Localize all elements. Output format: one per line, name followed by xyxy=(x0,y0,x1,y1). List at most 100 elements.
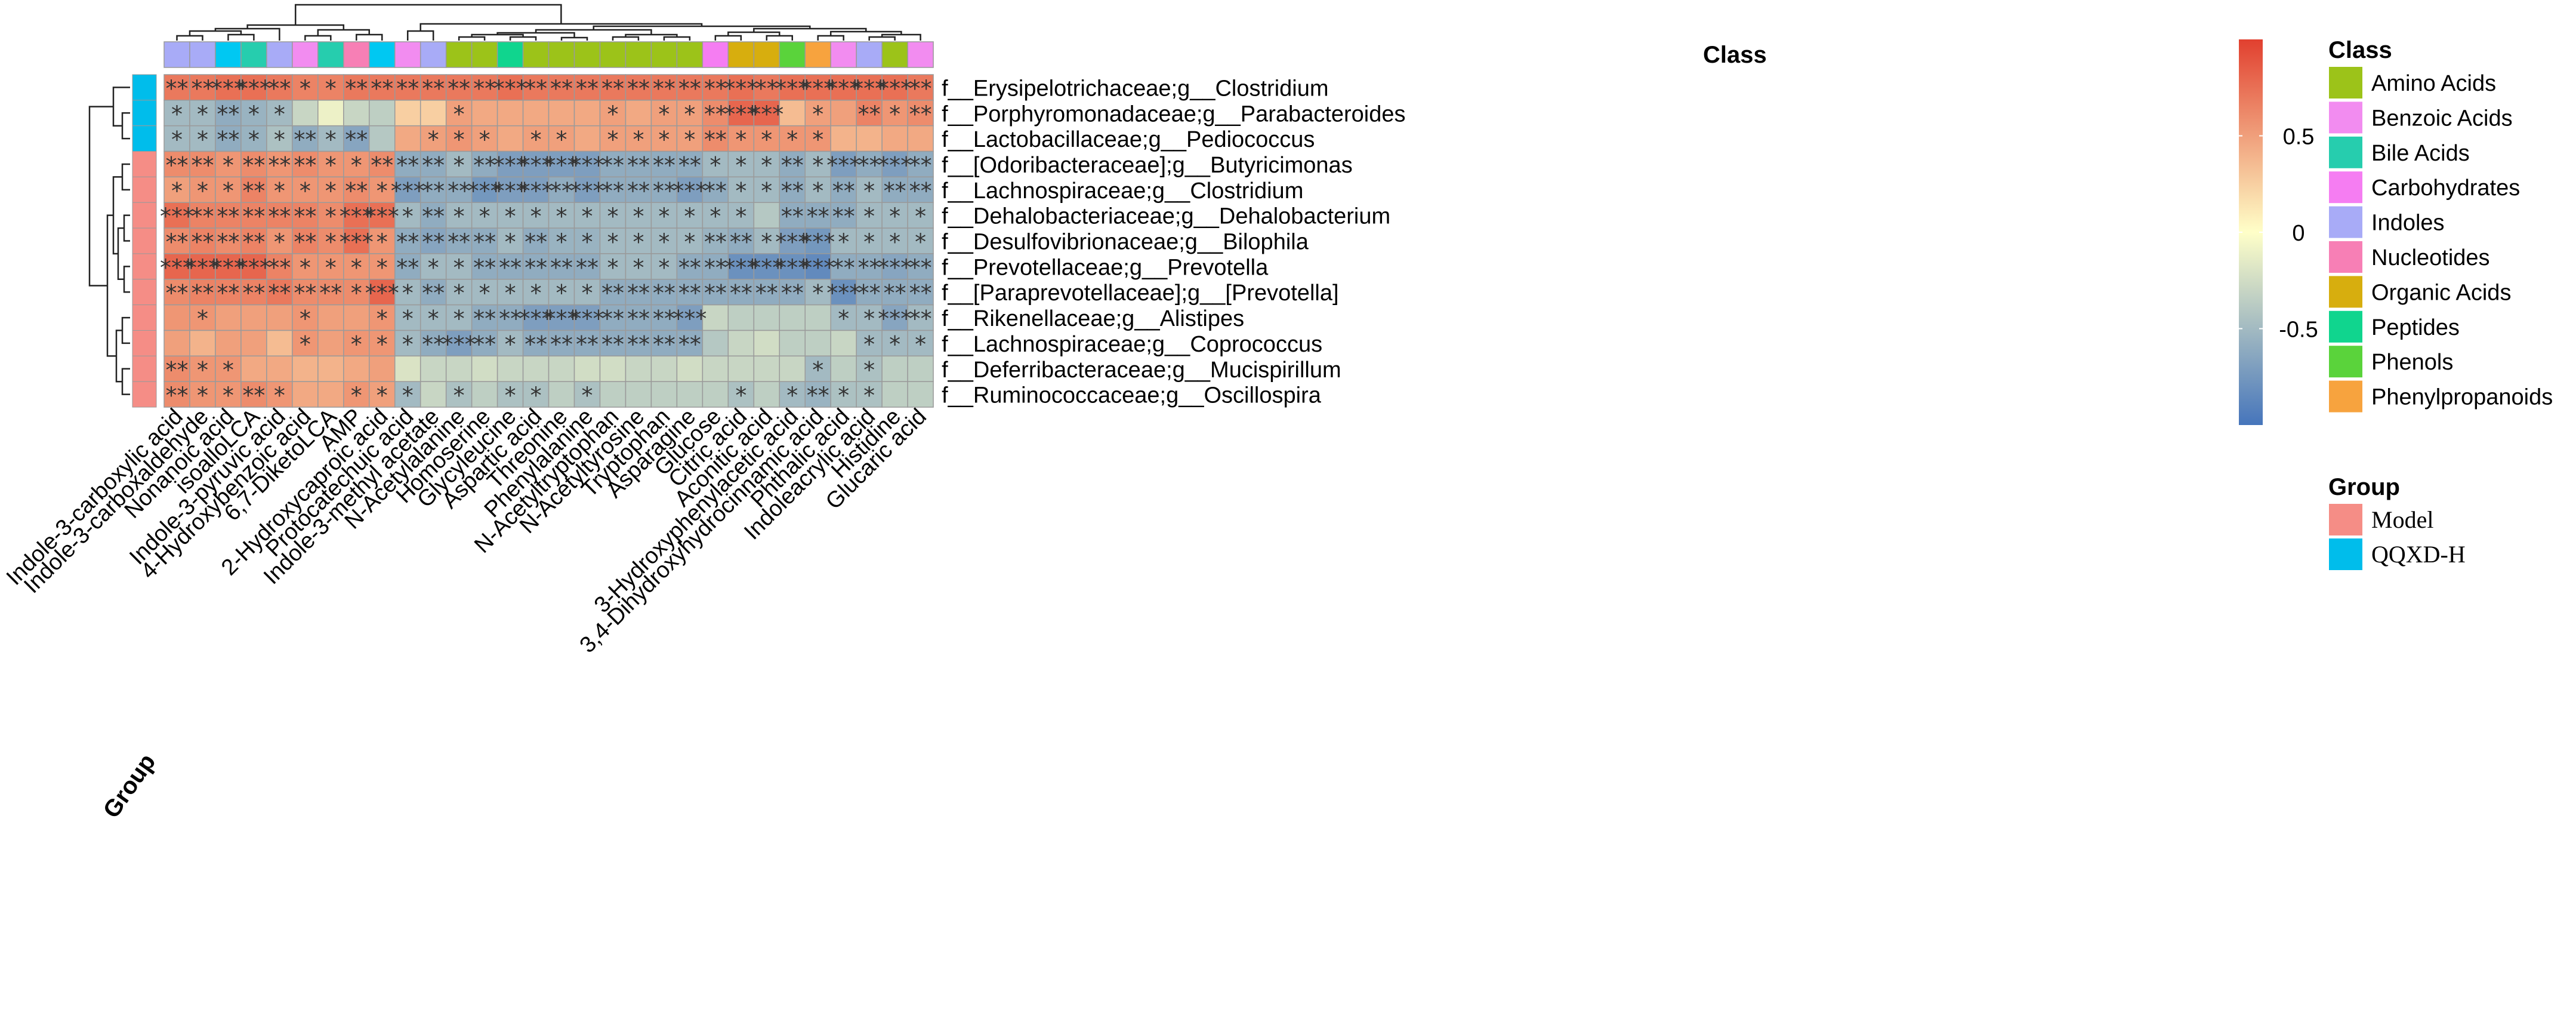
significance-mark: * xyxy=(915,229,926,256)
significance-mark: * xyxy=(248,101,260,127)
significance-mark: * xyxy=(709,204,721,230)
significance-mark: *** xyxy=(878,152,912,178)
significance-mark: ** xyxy=(601,280,624,306)
heatmap-cell xyxy=(676,227,704,254)
group-legend-swatch xyxy=(2328,503,2364,537)
heatmap-cell xyxy=(573,355,601,382)
significance-mark: *** xyxy=(545,152,579,178)
heatmap-cell xyxy=(369,355,396,382)
significance-mark: ** xyxy=(704,229,727,256)
class-legend-label: Carbohydrates xyxy=(2371,176,2520,201)
significance-mark: ** xyxy=(371,152,393,178)
significance-mark: * xyxy=(454,204,465,230)
heatmap-cell xyxy=(907,330,934,357)
heatmap-cell xyxy=(676,355,704,382)
significance-mark: ** xyxy=(704,280,727,306)
class-legend-swatch xyxy=(2328,135,2364,170)
class-annotation-cell xyxy=(445,41,473,68)
heatmap-cell xyxy=(907,150,934,178)
heatmap-cell xyxy=(727,304,755,331)
significance-mark: * xyxy=(812,178,823,204)
heatmap-cell xyxy=(676,253,704,280)
class-legend-label: Phenols xyxy=(2371,350,2453,375)
class-legend-swatch xyxy=(2328,66,2364,100)
heatmap-cell xyxy=(215,304,242,331)
significance-mark: ** xyxy=(678,331,701,358)
heatmap-cell xyxy=(779,100,806,127)
significance-mark: ** xyxy=(807,204,829,230)
class-group-legend: Class Group Amino Acids Benzoic Acids Bile… xyxy=(2328,37,2553,571)
color-scale-tick-label: 0.5 xyxy=(2283,125,2315,150)
significance-mark: * xyxy=(684,127,695,153)
heatmap-cell xyxy=(369,381,396,408)
significance-mark: ** xyxy=(473,152,496,178)
class-legend-label: Peptides xyxy=(2371,315,2460,340)
class-annotation-cell xyxy=(907,41,934,68)
class-legend-label: Phenylpropanoids xyxy=(2371,385,2553,410)
significance-mark: ** xyxy=(550,254,573,281)
significance-mark: * xyxy=(709,152,721,178)
heatmap-cell xyxy=(496,202,524,229)
dendrogram-branch xyxy=(123,214,130,242)
significance-mark: * xyxy=(761,178,772,204)
heatmap-cell xyxy=(266,304,293,331)
significance-mark: ** xyxy=(884,280,906,306)
heatmap-cell xyxy=(189,176,216,203)
heatmap-cell xyxy=(292,355,319,382)
heatmap-cell xyxy=(343,279,370,306)
significance-mark: *** xyxy=(775,254,809,281)
heatmap-cell xyxy=(779,227,806,254)
heatmap-cell xyxy=(317,74,344,101)
significance-mark: * xyxy=(402,383,414,409)
class-annotation-cell xyxy=(676,41,704,68)
heatmap-cell xyxy=(240,304,267,331)
significance-mark: * xyxy=(377,254,388,281)
significance-mark: *** xyxy=(493,152,527,178)
significance-mark: * xyxy=(838,383,849,409)
heatmap-cell xyxy=(369,227,396,254)
significance-mark: ** xyxy=(294,152,316,178)
row-label: f__Porphyromonadaceae;g__Parabacteroides xyxy=(942,101,1405,127)
significance-mark: ** xyxy=(217,204,239,230)
significance-mark: * xyxy=(325,127,337,153)
significance-mark: ** xyxy=(730,280,752,306)
dendrogram-branch xyxy=(356,33,383,41)
significance-mark: ** xyxy=(294,229,316,256)
significance-mark: ** xyxy=(473,306,496,332)
significance-mark: * xyxy=(505,229,516,256)
dendrogram-branch xyxy=(458,36,486,41)
heatmap-cell xyxy=(650,176,678,203)
dendrogram-branch xyxy=(227,33,255,41)
significance-mark: ** xyxy=(909,101,932,127)
heatmap-cell xyxy=(599,355,627,382)
significance-mark: ** xyxy=(242,229,265,256)
heatmap-cell xyxy=(496,253,524,280)
heatmap-cell xyxy=(419,355,447,382)
dendrogram-branch xyxy=(121,316,130,344)
significance-mark: * xyxy=(889,204,900,230)
class-annotation-cell xyxy=(317,41,344,68)
heatmap-cell xyxy=(676,74,704,101)
significance-mark: * xyxy=(197,383,208,409)
heatmap-cell xyxy=(522,150,550,178)
significance-mark: ** xyxy=(268,204,291,230)
heatmap-cell xyxy=(292,304,319,331)
significance-mark: *** xyxy=(570,152,604,178)
heatmap-cell xyxy=(317,202,344,229)
significance-mark: * xyxy=(197,101,208,127)
class-legend-label: Indoles xyxy=(2371,211,2445,236)
significance-mark: * xyxy=(863,204,875,230)
heatmap-cell xyxy=(779,279,806,306)
significance-mark: ** xyxy=(191,229,214,256)
significance-mark: * xyxy=(684,204,695,230)
heatmap-cell xyxy=(496,355,524,382)
heatmap-cell xyxy=(650,150,678,178)
dendrogram-branch xyxy=(560,36,588,41)
heatmap-cell xyxy=(830,330,857,357)
significance-mark: *** xyxy=(749,101,783,127)
significance-mark: *** xyxy=(365,280,399,306)
significance-mark: ** xyxy=(678,280,701,306)
heatmap-cell xyxy=(573,202,601,229)
heatmap-cell xyxy=(369,74,396,101)
significance-mark: * xyxy=(479,204,490,230)
